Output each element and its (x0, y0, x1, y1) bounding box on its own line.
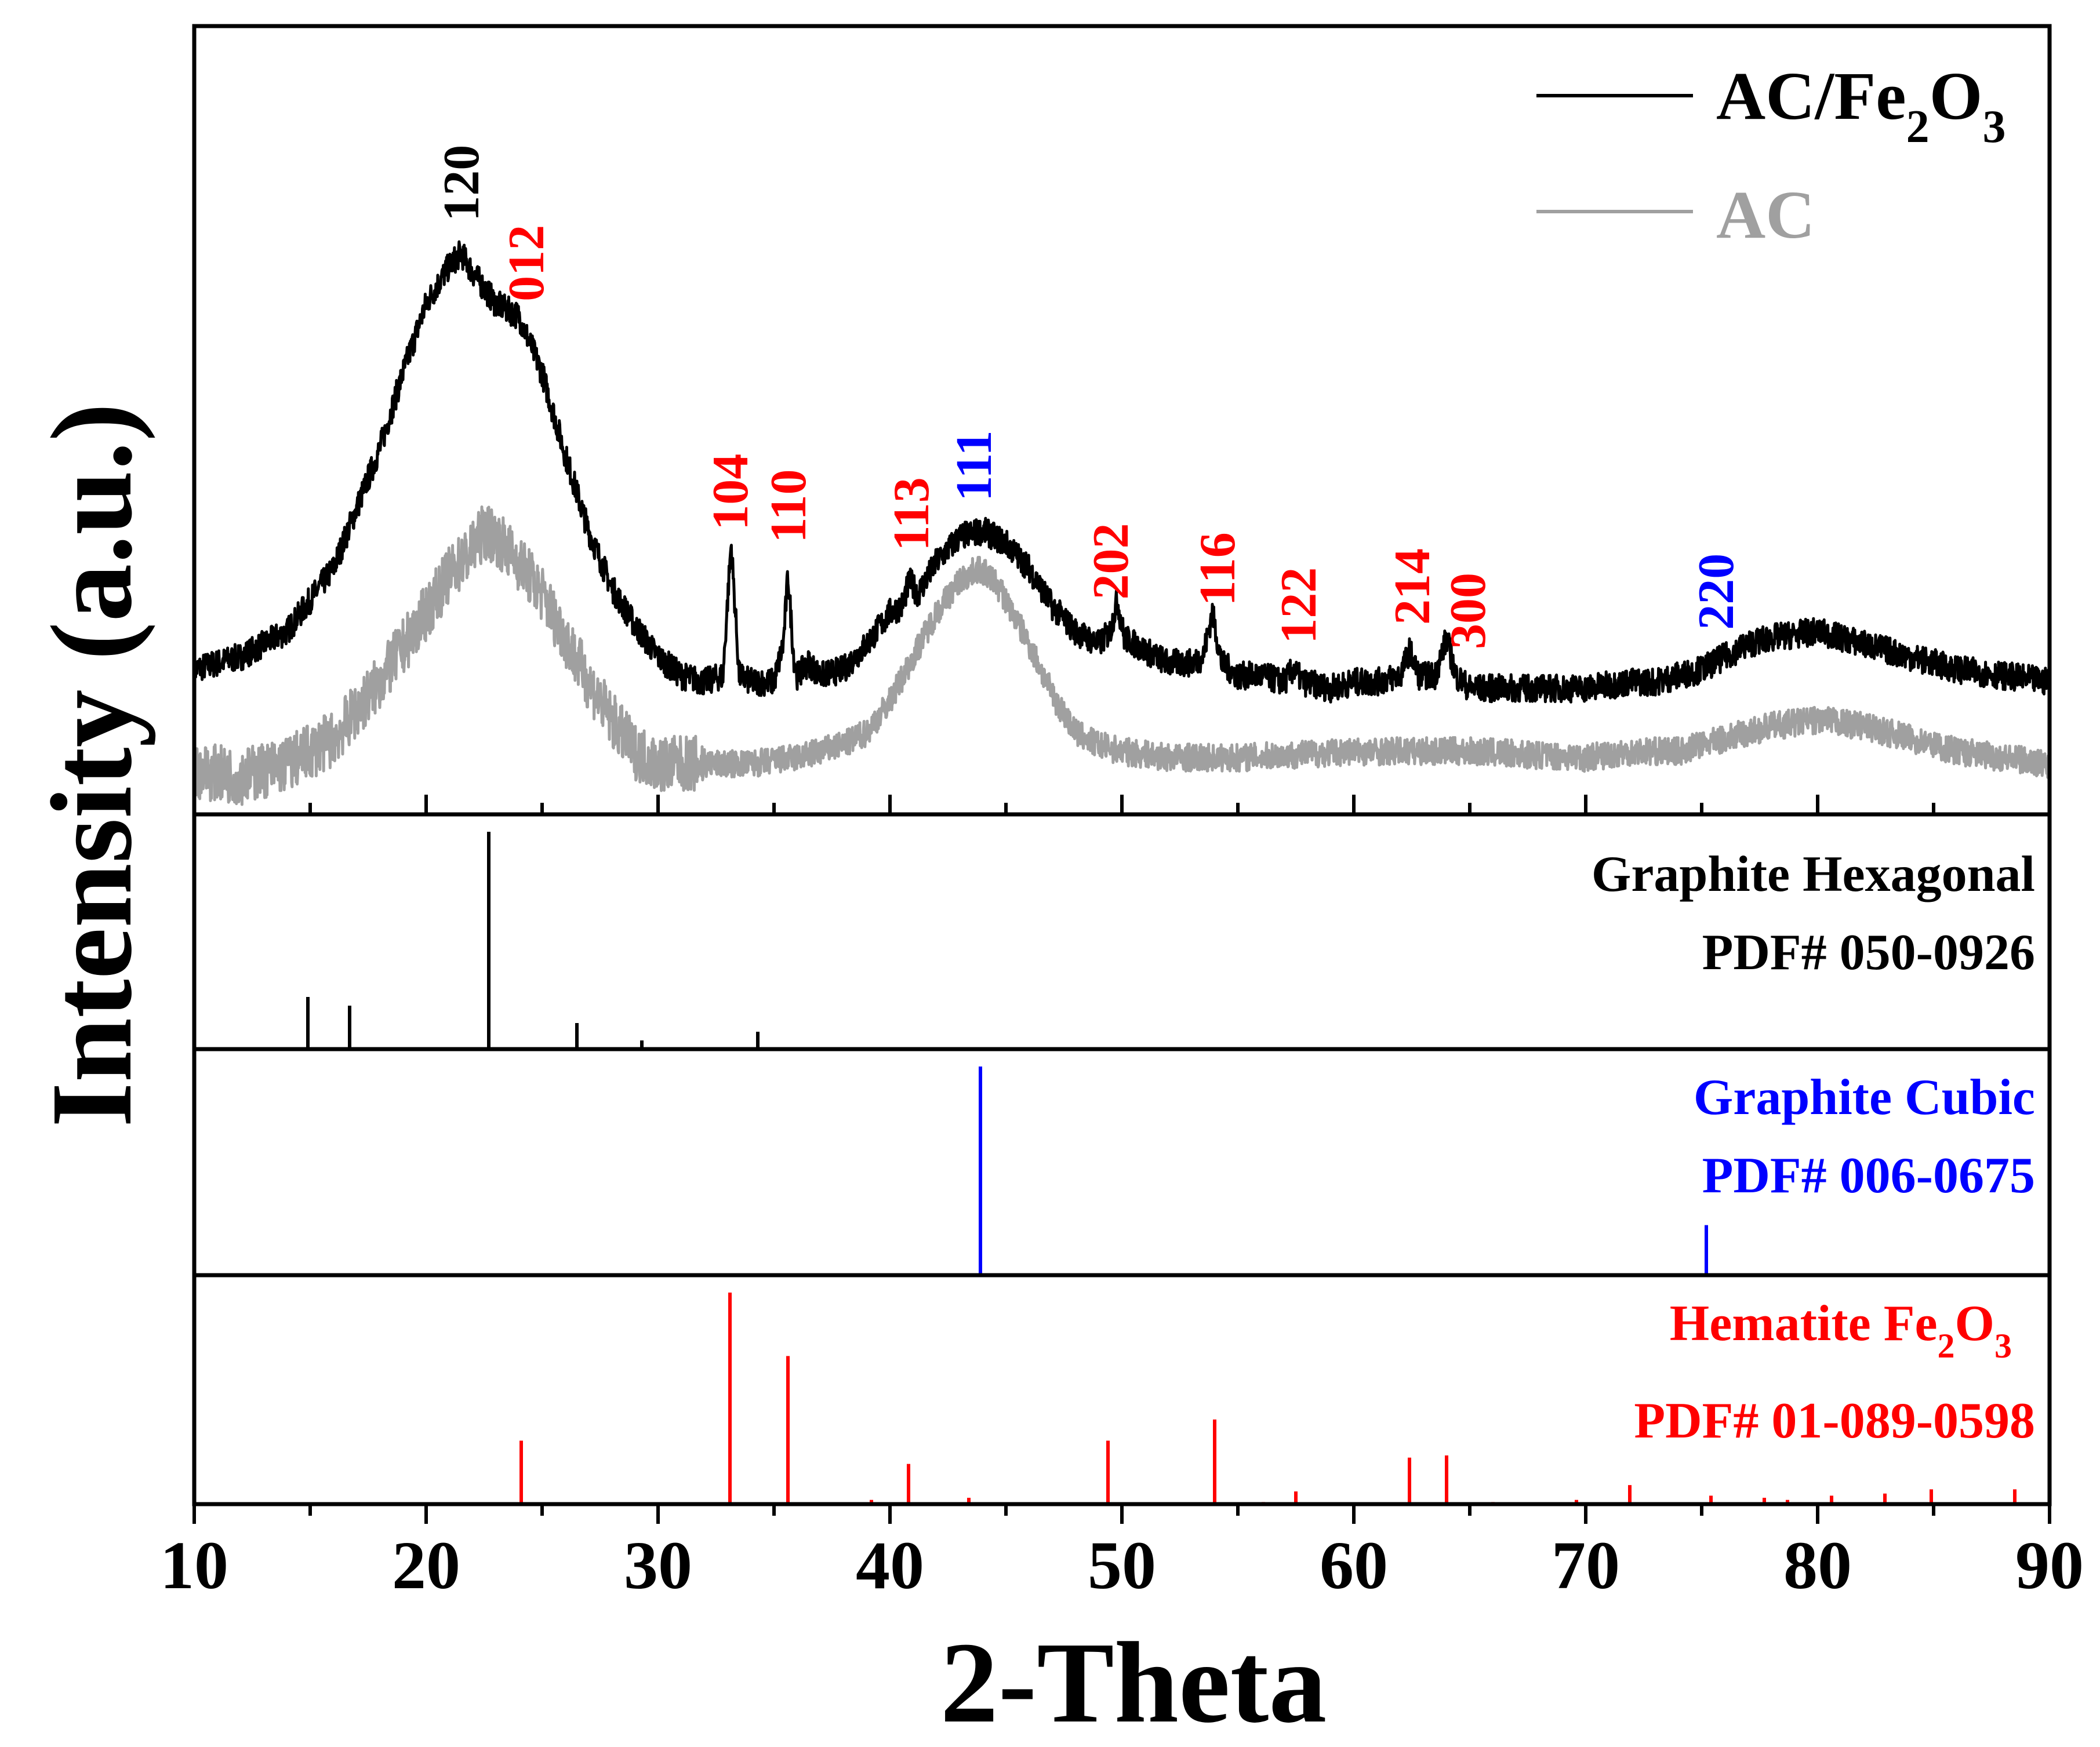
peak-label: 300 (1440, 573, 1496, 649)
peak-label: 111 (946, 431, 1002, 501)
series-ac-fe2o3 (192, 240, 2051, 704)
x-tick-label: 20 (392, 1527, 460, 1603)
legend: AC/Fe2O3 AC (1536, 58, 2005, 253)
peak-label: 104 (703, 454, 759, 530)
reference-panel-labels: Graphite Hexagonal PDF# 050-0926 Graphit… (1592, 846, 2035, 1449)
peak-label: 214 (1385, 548, 1441, 625)
hematite-pdf: PDF# 01-089-0598 (1634, 1393, 2035, 1449)
peak-label: 220 (1688, 554, 1745, 630)
peak-label: 110 (761, 469, 817, 543)
x-tick-labels: 10 20 30 40 50 60 70 80 90 (160, 1527, 2084, 1603)
x-tick-label: 90 (2015, 1527, 2084, 1603)
peak-label: 116 (1190, 532, 1246, 606)
legend-label-ac: AC (1716, 177, 1815, 253)
peak-label: 113 (884, 477, 940, 551)
x-axis-title: 2-Theta (940, 1619, 1327, 1747)
hematite-label: Hematite Fe2O3 (1670, 1295, 2012, 1365)
graphite-hexagonal-pdf: PDF# 050-0926 (1702, 925, 2035, 981)
x-axis-ticks (192, 795, 2051, 1524)
peak-label: 202 (1083, 523, 1139, 600)
peak-label: 012 (499, 225, 555, 301)
legend-label-ac-fe2o3: AC/Fe2O3 (1716, 58, 2005, 152)
peak-label: 120 (434, 145, 490, 221)
graphite-cubic-pdf: PDF# 006-0675 (1702, 1148, 2035, 1204)
peak-label: 122 (1271, 567, 1327, 644)
x-tick-label: 10 (160, 1527, 228, 1603)
x-tick-label: 40 (856, 1527, 924, 1603)
y-axis-title: Intensity (a.u.) (28, 403, 156, 1127)
graphite-cubic-label: Graphite Cubic (1694, 1069, 2035, 1126)
series-ac (192, 505, 2051, 806)
x-tick-label: 80 (1783, 1527, 1852, 1603)
x-tick-label: 70 (1552, 1527, 1620, 1603)
x-tick-label: 30 (624, 1527, 692, 1603)
graphite-hexagonal-label: Graphite Hexagonal (1592, 846, 2035, 902)
x-tick-label: 50 (1088, 1527, 1156, 1603)
x-tick-label: 60 (1320, 1527, 1388, 1603)
series-layer (192, 240, 2051, 806)
reference-peaks-layer (306, 832, 2017, 1504)
